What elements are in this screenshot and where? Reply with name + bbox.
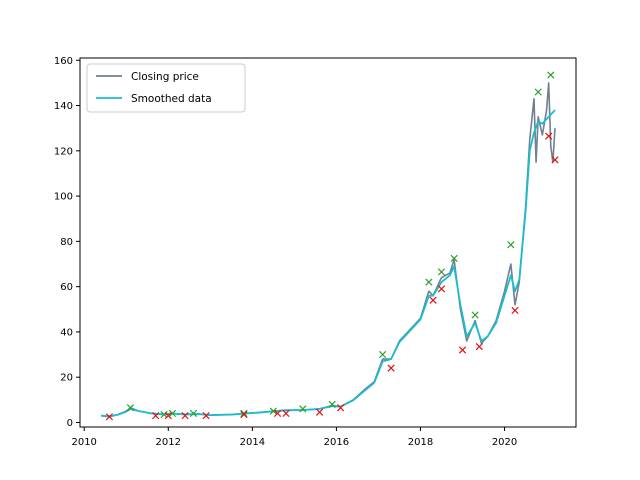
trough-marker [273,409,282,418]
peak-marker [299,405,307,413]
trough-marker [551,156,559,164]
x-tick-label: 2016 [324,437,349,448]
peak-marker [240,409,248,418]
y-tick-label: 60 [60,282,73,293]
x-tick-label: 2014 [240,437,265,448]
x-tick-label: 2012 [156,437,181,448]
y-tick-label: 20 [60,373,73,384]
plot-area [100,71,559,421]
trough-marker [437,285,446,293]
y-axis: 0 20 40 60 80 100 120 140 160 [54,56,80,429]
trough-marker [315,408,324,416]
trough-marker [105,413,114,421]
trough-marker [545,132,553,140]
x-tick-label: 2010 [71,437,96,448]
y-tick-label: 160 [54,56,73,67]
trough-marker [152,412,160,420]
y-tick-label: 80 [60,237,73,248]
peak-marker [328,400,336,408]
trough-marker [429,296,437,304]
trough-marker [240,410,248,419]
peak-marker [425,278,433,286]
peak-marker [437,268,446,276]
trough-marker [164,412,172,420]
peak-marker [269,407,277,415]
trough-marker [181,412,189,420]
legend-label-smoothed-data: Smoothed data [131,93,212,105]
peak-marker [534,88,542,96]
x-axis: 2010 2012 2014 2016 2018 2020 [71,427,517,448]
peak-marker [168,409,177,418]
x-tick-label: 2018 [408,437,433,448]
y-tick-label: 140 [54,101,73,112]
trough-marker [202,412,210,420]
x-tick-label: 2020 [492,437,517,448]
trough-marker [387,364,395,372]
trough-marker [511,306,519,315]
peak-marker [160,410,168,419]
trough-marker [282,409,290,418]
peak-marker [450,254,458,262]
series-line-smoothed-data [100,109,556,418]
y-tick-label: 40 [60,327,73,338]
peak-marker [471,311,479,319]
trough-marker [336,404,345,412]
peak-marker [379,350,387,359]
peak-marker [547,71,555,79]
y-tick-label: 100 [54,192,73,203]
peak-marker [189,409,198,418]
y-tick-label: 120 [54,146,73,157]
legend: Closing price Smoothed data [86,63,246,113]
trough-marker [458,346,467,354]
peak-marker [507,241,515,249]
trough-marker [475,343,483,351]
peak-marker [126,404,135,412]
legend-box [86,63,246,113]
legend-label-closing-price: Closing price [131,71,199,83]
axes-frame [79,57,577,428]
y-tick-label: 0 [67,418,73,429]
